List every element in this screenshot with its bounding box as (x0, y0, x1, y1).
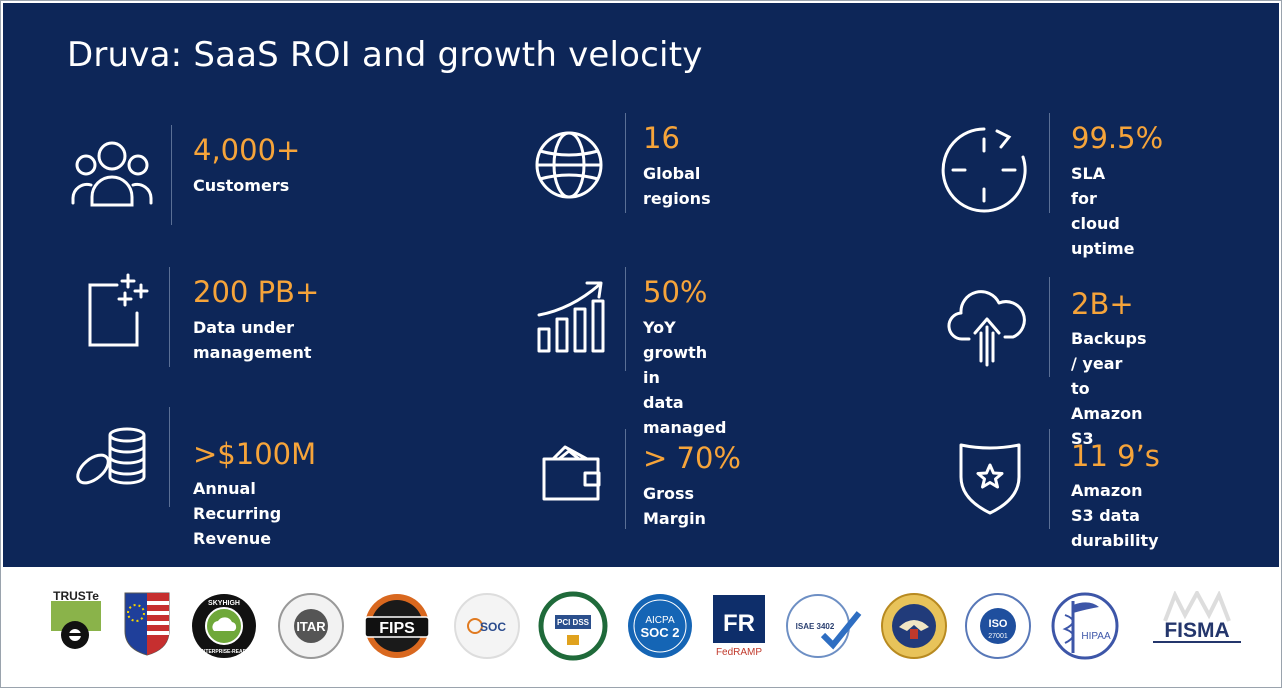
stat-value: 99.5% (1071, 121, 1164, 155)
fedramp-logo: FR FedRAMP (709, 591, 769, 661)
document-sparkle-icon (87, 273, 153, 349)
stat-label: Customers (193, 176, 290, 195)
stat-divider (625, 429, 626, 529)
pci-dss-logo: PCI DSS (537, 591, 609, 661)
stat-label: Data under management (193, 318, 312, 362)
wallet-icon (541, 443, 603, 503)
slide-title: Druva: SaaS ROI and growth velocity (67, 35, 703, 75)
pci-text: PCI DSS (557, 618, 590, 627)
hipaa-text: HIPAA (1081, 631, 1111, 642)
users-group-icon (69, 139, 155, 211)
stat-divider (625, 113, 626, 213)
stat-value: > 70% (643, 441, 741, 475)
isae-3402-logo: ISAE 3402 (783, 591, 863, 661)
stat-value: 2B+ (1071, 287, 1134, 321)
stat-label: Amazon S3 data durability (1071, 481, 1159, 550)
stat-divider (169, 407, 170, 507)
itar-logo: ITAR (277, 591, 345, 661)
itar-text: ITAR (296, 619, 326, 634)
stat-value: 11 9’s (1071, 439, 1160, 473)
fips-logo: FIPS (361, 591, 433, 661)
stat-label: YoY growth in data managed (643, 318, 727, 437)
iso-27001-logo: ISO 27001 (963, 591, 1033, 661)
stat-label: Global regions (643, 164, 711, 208)
stat-divider (169, 267, 170, 367)
stat-label: Annual Recurring Revenue (193, 479, 282, 548)
soc-logo: SOC (453, 591, 521, 661)
truste-logo: TRUSTe (49, 591, 105, 661)
fedramp-text: FedRAMP (716, 647, 762, 658)
isae-text: ISAE 3402 (796, 622, 835, 631)
fips-text: FIPS (379, 620, 415, 637)
fisma-logo: FISMA (1145, 591, 1249, 661)
stat-label: Gross Margin (643, 484, 706, 528)
aicpa-soc2-logo: AICPA SOC 2 (625, 591, 695, 661)
aicpa-text: AICPA (645, 615, 675, 626)
skyhigh-sub-text: ENTERPRISE-READY (198, 649, 250, 655)
stat-label: Backups / year to Amazon S3 (1071, 329, 1147, 448)
stat-value: 4,000+ (193, 133, 301, 167)
iso-num-text: 27001 (988, 633, 1008, 640)
stat-divider (1049, 113, 1050, 213)
stat-value: 16 (643, 121, 680, 155)
clock-refresh-icon (939, 125, 1029, 215)
growth-chart-icon (535, 279, 607, 355)
stat-value: 200 PB+ (193, 275, 320, 309)
globe-icon (533, 129, 605, 201)
shield-star-icon (957, 439, 1023, 515)
stat-value: >$100M (193, 437, 317, 471)
certification-strip: TRUSTe SKYHIGH EN (3, 567, 1279, 685)
soc2-text: SOC 2 (640, 625, 679, 640)
dss-seal-logo (879, 591, 949, 661)
stat-divider (1049, 429, 1050, 529)
soc-text: SOC (480, 620, 506, 634)
coin-stack-icon (73, 427, 153, 491)
cloud-upload-icon (947, 287, 1027, 367)
stat-divider (171, 125, 172, 225)
stat-value: 50% (643, 275, 708, 309)
eu-us-privacy-shield-logo (123, 591, 171, 661)
stat-label: SLA for cloud uptime (1071, 164, 1135, 258)
skyhigh-enterprise-ready-logo: SKYHIGH ENTERPRISE-READY (189, 591, 259, 661)
iso-text: ISO (989, 618, 1008, 630)
skyhigh-text: SKYHIGH (208, 600, 240, 607)
fisma-text: FISMA (1164, 619, 1229, 642)
stats-panel: Druva: SaaS ROI and growth velocity 4,00… (3, 3, 1279, 567)
stat-divider (1049, 277, 1050, 377)
stat-divider (625, 267, 626, 371)
fedramp-mark-text: FR (723, 610, 755, 637)
hipaa-logo: HIPAA (1051, 591, 1121, 661)
truste-text: TRUSTe (53, 591, 99, 603)
